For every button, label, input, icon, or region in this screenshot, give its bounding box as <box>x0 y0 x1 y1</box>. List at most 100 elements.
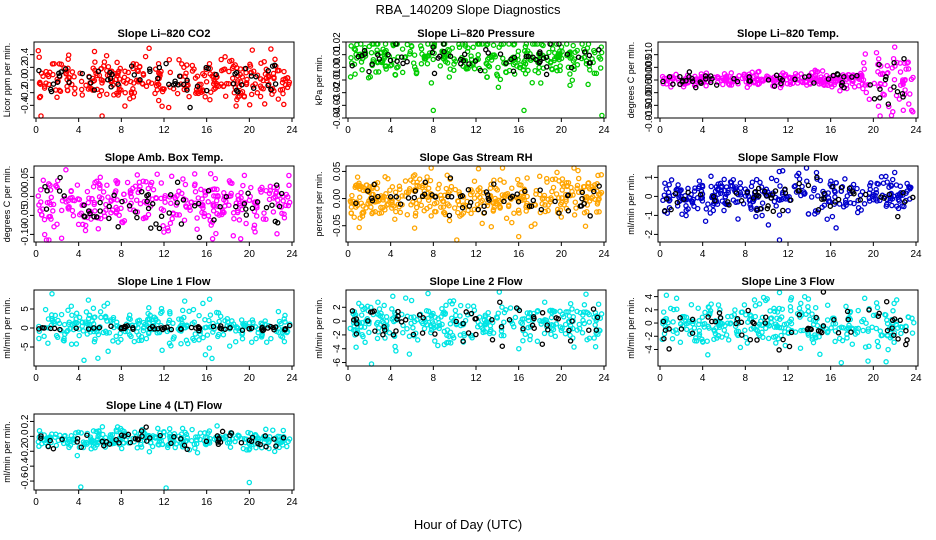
data-point <box>457 302 464 309</box>
data-point <box>556 210 562 216</box>
data-point <box>824 302 831 308</box>
x-tick-label: 20 <box>244 249 256 260</box>
data-point <box>69 312 75 318</box>
data-point <box>214 186 220 193</box>
x-tick-label: 8 <box>743 373 749 384</box>
data-point <box>121 74 128 81</box>
data-point <box>561 202 567 208</box>
data-point <box>589 194 596 200</box>
data-point <box>482 314 488 320</box>
data-point <box>390 293 396 300</box>
data-point <box>111 92 117 98</box>
data-point <box>227 432 233 439</box>
data-point <box>662 208 668 214</box>
data-point <box>844 335 850 341</box>
data-point <box>73 430 79 436</box>
data-point <box>765 77 772 83</box>
data-point <box>431 200 438 207</box>
data-point <box>557 308 563 315</box>
data-point <box>158 195 164 202</box>
data-point <box>587 67 593 73</box>
data-point <box>84 331 91 337</box>
data-point <box>227 444 234 450</box>
data-point <box>202 192 209 198</box>
data-point <box>722 194 729 200</box>
data-point <box>394 64 400 71</box>
data-point <box>430 56 436 63</box>
data-point <box>688 301 695 308</box>
data-point <box>715 302 722 308</box>
data-point <box>126 203 133 209</box>
data-point <box>785 326 792 332</box>
data-point <box>717 307 723 313</box>
data-point <box>390 332 397 338</box>
data-point <box>595 199 601 205</box>
x-tick-label: 20 <box>556 249 568 260</box>
data-point <box>217 323 224 329</box>
data-point <box>47 86 54 93</box>
data-point <box>441 341 448 348</box>
data-point <box>499 343 506 349</box>
data-point <box>828 325 834 331</box>
data-point <box>122 89 128 96</box>
data-point <box>583 291 589 297</box>
data-point <box>269 202 275 208</box>
panel-title: Slope Li–820 Pressure <box>417 28 534 40</box>
data-point <box>593 327 600 333</box>
data-point <box>379 59 385 66</box>
data-point <box>44 71 51 78</box>
data-point <box>411 225 418 231</box>
data-point <box>772 188 779 194</box>
data-point <box>201 430 208 436</box>
x-tick-label: 20 <box>556 373 568 384</box>
x-tick-label: 0 <box>657 249 663 260</box>
data-point <box>776 289 783 296</box>
data-point <box>884 327 891 334</box>
data-point <box>883 298 890 305</box>
data-point <box>155 425 161 432</box>
data-point <box>696 178 703 184</box>
data-point <box>738 319 745 326</box>
data-point <box>776 237 783 243</box>
data-point <box>673 295 680 302</box>
data-point <box>774 324 780 330</box>
data-point <box>372 328 378 334</box>
data-point <box>224 319 231 325</box>
data-point <box>280 90 286 97</box>
data-point <box>787 297 794 303</box>
data-point <box>851 200 857 207</box>
data-point <box>127 78 134 85</box>
data-point <box>61 338 67 344</box>
data-point <box>89 318 95 324</box>
data-point <box>555 53 561 60</box>
data-point <box>181 314 187 321</box>
data-point <box>383 63 389 69</box>
data-point <box>543 64 550 70</box>
x-tick-label: 12 <box>158 373 170 384</box>
data-point <box>222 93 229 99</box>
data-point <box>382 207 388 213</box>
data-point <box>857 197 864 203</box>
data-point <box>190 306 197 313</box>
data-point <box>373 69 379 75</box>
data-point <box>773 177 780 184</box>
data-point <box>878 81 884 87</box>
data-point <box>191 182 198 189</box>
data-point <box>137 200 144 207</box>
data-point <box>832 338 838 345</box>
data-point <box>485 195 492 202</box>
data-point <box>74 435 81 442</box>
data-point <box>48 322 55 328</box>
data-point <box>438 314 444 320</box>
data-point <box>666 346 672 352</box>
data-point <box>543 71 550 78</box>
data-point <box>873 49 880 56</box>
data-point <box>95 331 102 338</box>
data-point <box>838 184 845 191</box>
data-point <box>842 176 848 182</box>
data-point <box>442 53 449 60</box>
data-point <box>200 300 206 307</box>
data-point <box>885 346 891 353</box>
data-point <box>846 322 852 329</box>
data-point <box>458 211 465 218</box>
